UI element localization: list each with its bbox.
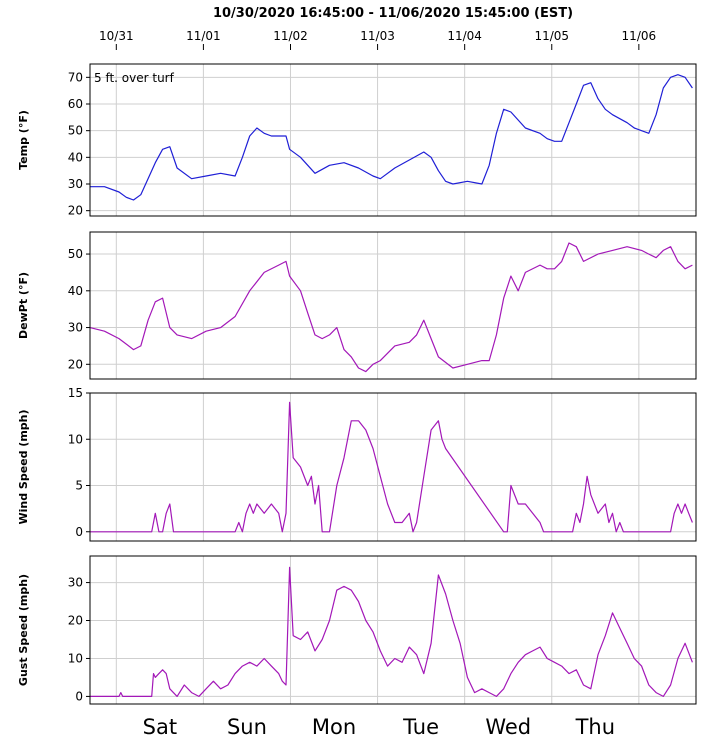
x-day-label: Tue: [402, 715, 439, 738]
y-tick-label: 40: [68, 150, 83, 164]
y-axis-label: DewPt (°F): [17, 272, 30, 339]
x-top-tick-label: 11/05: [534, 29, 569, 43]
y-tick-label: 40: [68, 284, 83, 298]
y-tick-label: 20: [68, 614, 83, 628]
y-tick-label: 20: [68, 357, 83, 371]
y-axis-label: Gust Speed (mph): [17, 574, 30, 686]
y-axis-label: Temp (°F): [17, 110, 30, 170]
x-top-tick-label: 11/02: [273, 29, 308, 43]
y-tick-label: 0: [75, 525, 83, 539]
x-top-tick-label: 11/04: [447, 29, 482, 43]
chart-title: 10/30/2020 16:45:00 - 11/06/2020 15:45:0…: [212, 6, 574, 21]
panel-annotation: 5 ft. over turf: [94, 71, 175, 85]
x-top-tick-label: 10/31: [99, 29, 134, 43]
y-tick-label: 5: [75, 479, 83, 493]
y-tick-label: 60: [68, 97, 83, 111]
y-tick-label: 50: [68, 247, 83, 261]
x-top-tick-label: 11/01: [186, 29, 221, 43]
x-top-tick-label: 11/03: [360, 29, 395, 43]
y-tick-label: 70: [68, 70, 83, 84]
y-tick-label: 20: [68, 204, 83, 218]
y-tick-label: 10: [68, 651, 83, 665]
y-tick-label: 15: [68, 386, 83, 400]
x-day-label: Sun: [227, 715, 267, 738]
panel-frame: [89, 392, 697, 542]
y-tick-label: 30: [68, 576, 83, 590]
y-axis-label: Wind Speed (mph): [17, 409, 30, 524]
x-day-label: Mon: [312, 715, 356, 738]
series-line: [90, 566, 693, 697]
y-tick-label: 10: [68, 432, 83, 446]
series-line: [90, 74, 693, 201]
x-day-label: Thu: [575, 715, 615, 738]
x-day-label: Sat: [143, 715, 177, 738]
series-line: [90, 401, 693, 533]
y-tick-label: 50: [68, 124, 83, 138]
series-line: [89, 242, 693, 373]
panel-frame: [89, 63, 697, 217]
y-tick-label: 0: [75, 689, 83, 703]
x-day-label: Wed: [485, 715, 531, 738]
y-tick-label: 30: [68, 321, 83, 335]
panel-frame: [89, 231, 697, 380]
panel-frame: [89, 555, 697, 705]
x-top-tick-label: 11/06: [622, 29, 657, 43]
y-tick-label: 30: [68, 177, 83, 191]
